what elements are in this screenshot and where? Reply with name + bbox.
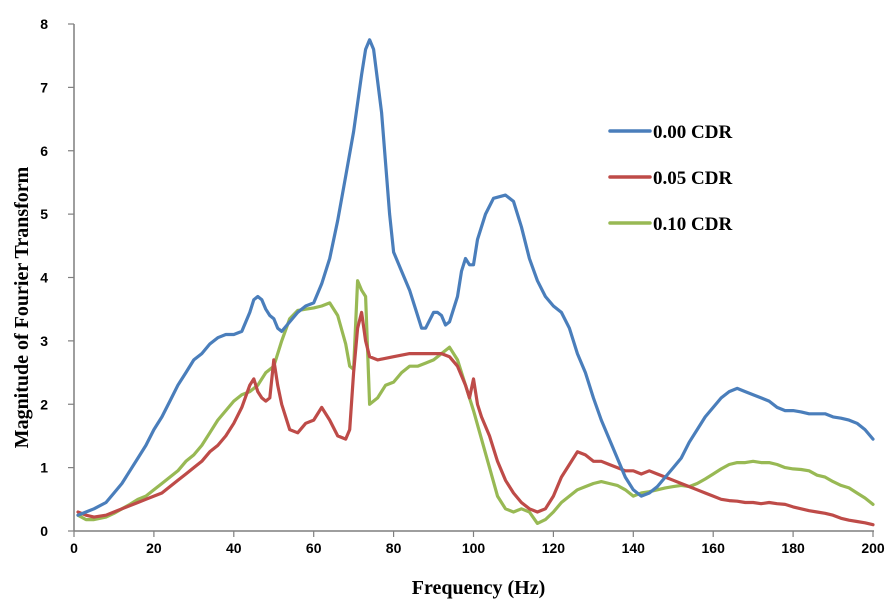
y-tick-label: 4 <box>40 270 48 286</box>
x-tick-label: 40 <box>226 540 242 556</box>
x-tick-label: 80 <box>386 540 402 556</box>
x-tick-label: 180 <box>781 540 805 556</box>
y-tick-label: 2 <box>40 396 48 412</box>
x-tick-label: 0 <box>70 540 78 556</box>
series-line-2 <box>76 310 875 527</box>
legend-label: 0.10 CDR <box>653 214 732 235</box>
series-line-3 <box>76 279 875 525</box>
x-tick-label: 120 <box>542 540 566 556</box>
x-tick-label: 140 <box>622 540 646 556</box>
x-ticks: 0 20 40 60 80 100 120 140 160 180 200 <box>70 531 885 556</box>
y-tick-label: 7 <box>40 79 48 95</box>
x-tick-label: 60 <box>306 540 322 556</box>
x-tick-label: 20 <box>146 540 162 556</box>
legend: 0.00 CDR 0.05 CDR 0.10 CDR <box>608 122 732 235</box>
y-ticks: 0 1 2 3 4 5 6 7 8 <box>40 16 74 539</box>
legend-label: 0.05 CDR <box>653 168 732 189</box>
x-tick-label: 100 <box>462 540 486 556</box>
series-line-1 <box>76 38 875 517</box>
x-tick-label: 200 <box>861 540 885 556</box>
y-tick-label: 1 <box>40 460 48 476</box>
y-tick-label: 8 <box>40 16 48 32</box>
legend-label: 0.00 CDR <box>653 122 732 143</box>
plot-area <box>76 38 875 527</box>
y-tick-label: 6 <box>40 143 48 159</box>
y-tick-label: 5 <box>40 206 48 222</box>
y-axis-title: Magnitude of Fourier Transform <box>11 166 33 448</box>
y-tick-label: 0 <box>40 523 48 539</box>
y-tick-label: 3 <box>40 333 48 349</box>
x-tick-label: 160 <box>702 540 726 556</box>
x-axis-title: Frequency (Hz) <box>412 577 546 599</box>
